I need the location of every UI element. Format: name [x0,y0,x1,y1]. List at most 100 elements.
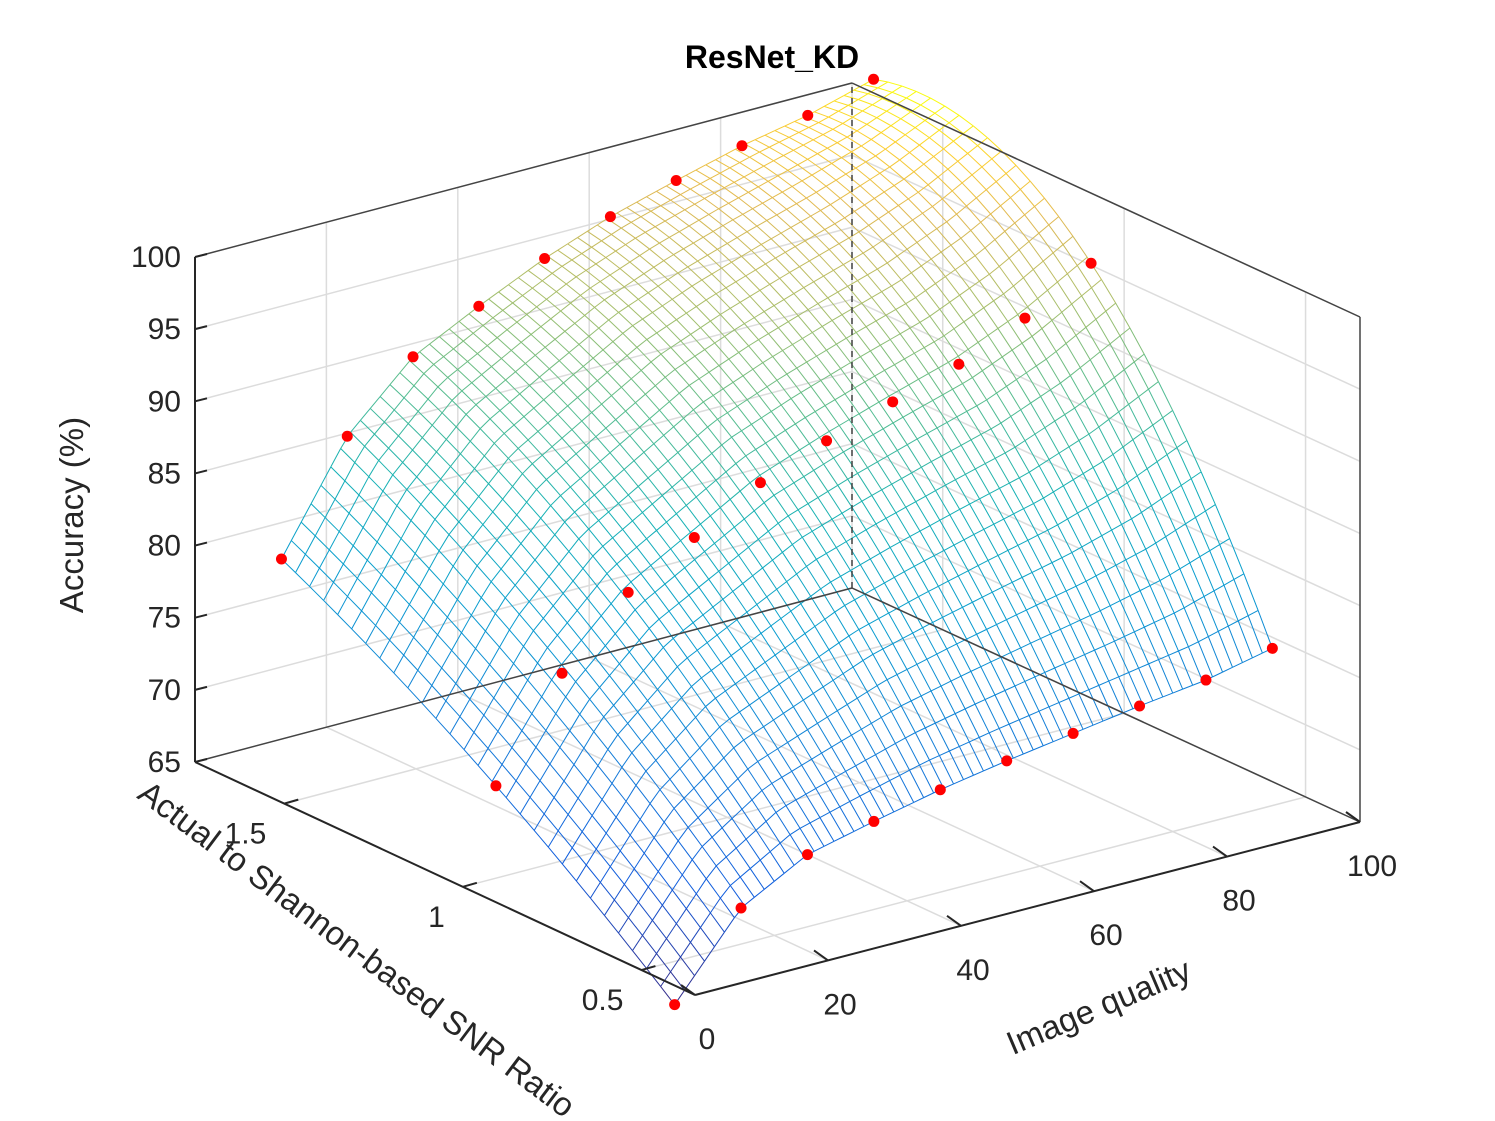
mesh-line [541,696,557,715]
mesh-line [793,856,805,866]
mesh-line [915,297,931,317]
mesh-line [1145,542,1156,550]
mesh-line [700,515,711,525]
mesh-line [568,352,584,367]
mesh-line [1027,540,1043,568]
mesh-line [718,208,734,221]
mesh-line [1031,328,1043,337]
mesh-line [392,462,404,476]
mesh-line [821,752,837,778]
mesh-line [637,886,649,903]
mesh-line [582,366,598,382]
mesh-line [587,781,603,800]
mesh-line [669,236,684,250]
mesh-line [560,486,571,496]
mesh-line [669,392,680,403]
mesh-line [898,198,909,206]
mesh-line [909,536,925,562]
mesh-line [792,344,808,363]
mesh-line [932,616,943,623]
mesh-line [657,460,669,470]
mesh-line [782,186,793,193]
mesh-line [916,235,928,243]
mesh-line [766,596,782,619]
mesh-line [639,418,650,428]
mesh-line [896,669,908,676]
mesh-line [1045,351,1057,360]
mesh-line [615,816,631,836]
mesh-line [874,375,890,397]
mesh-line [869,558,885,584]
mesh-line [464,480,480,497]
mesh-line [812,693,828,718]
mesh-line [662,637,674,648]
mesh-line [369,408,385,423]
mesh-line [827,297,843,316]
mesh-line [809,443,825,465]
mesh-line [723,747,735,759]
mesh-line [661,889,673,906]
mesh-line [694,198,705,205]
mesh-line [971,602,988,630]
mesh-line [1218,625,1229,632]
mesh-line [741,249,752,257]
mesh-line [427,386,439,400]
mesh-line [1106,495,1123,525]
mesh-line [754,669,770,692]
mesh-line [773,299,785,307]
mesh-line [835,770,846,778]
mesh-line [1042,260,1058,283]
mesh-line [611,386,622,397]
mesh-line [691,279,703,287]
mesh-line [1011,576,1023,583]
mesh-line [780,610,792,619]
mesh-line [704,192,715,199]
mesh-line [762,362,778,381]
mesh-line [828,431,844,453]
x-axis-label: Image quality [1001,951,1197,1062]
mesh-line [941,198,957,215]
mesh-line [713,757,725,769]
mesh-line [392,474,408,490]
mesh-line [663,426,674,436]
mesh-line [1005,165,1017,174]
mesh-line [783,706,794,714]
mesh-line [608,312,619,321]
mesh-line [812,326,823,333]
mesh-line [727,788,743,810]
mesh-line [633,273,645,281]
mesh-line [688,378,700,386]
mesh-line [674,214,690,227]
data-point [407,351,419,363]
mesh-line [793,476,805,484]
mesh-line [514,584,530,602]
mesh-line [660,971,671,987]
mesh-line [692,622,708,643]
mesh-line [1214,504,1231,539]
mesh-line [977,565,993,593]
mesh-line [900,705,916,733]
mesh-line [906,248,922,267]
mesh-line [464,468,475,482]
mesh-line [290,540,306,555]
mesh-line [944,713,956,719]
mesh-line [544,534,556,548]
mesh-line [796,203,812,217]
mesh-line [805,788,817,795]
mesh-line [557,249,573,261]
mesh-line [901,472,912,479]
mesh-line [851,506,867,531]
mesh-line [646,190,657,198]
mesh-line [530,517,542,532]
mesh-line [701,279,717,295]
mesh-line [997,549,1009,556]
mesh-line [987,137,1003,152]
mesh-line [956,213,972,231]
mesh-line [655,760,671,780]
mesh-line [889,339,905,360]
mesh-line [810,210,821,217]
mesh-line [852,110,863,118]
mesh-line [718,570,734,592]
mesh-line [712,388,724,396]
mesh-line [964,474,981,500]
